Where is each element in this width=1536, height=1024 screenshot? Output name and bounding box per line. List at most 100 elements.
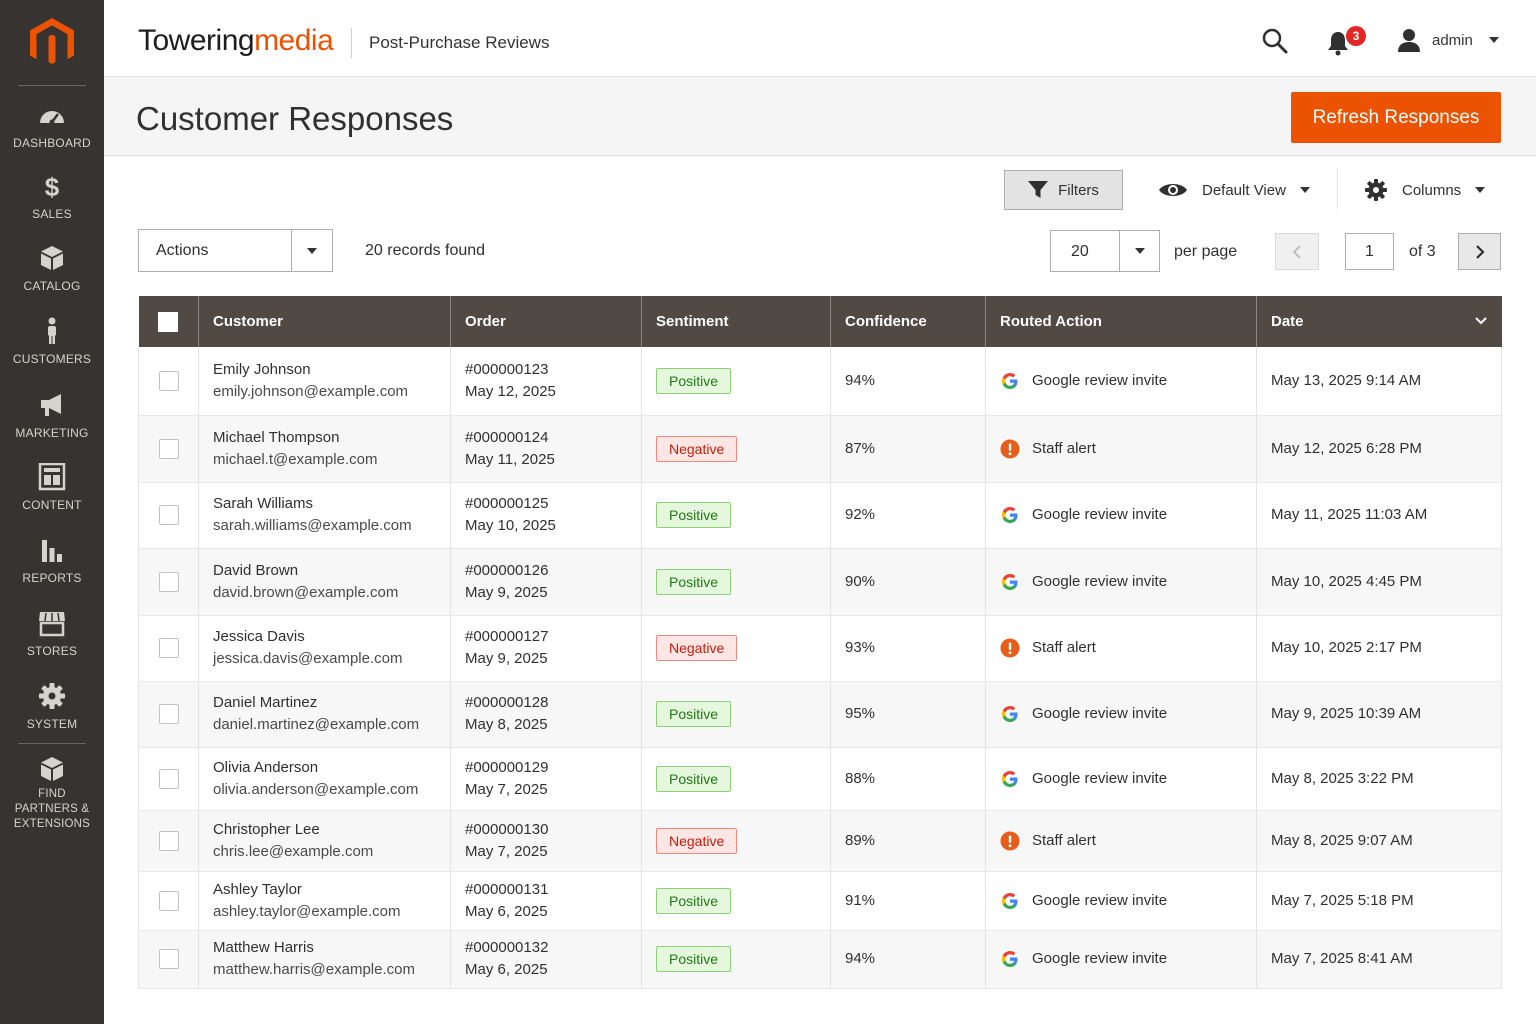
sidebar-item-sales[interactable]: $ SALES bbox=[0, 172, 104, 222]
order-cell: #000000128 May 8, 2025 bbox=[450, 681, 642, 748]
customer-cell: Ashley Taylor ashley.taylor@example.com bbox=[198, 871, 451, 931]
column-header-date[interactable]: Date bbox=[1256, 296, 1502, 347]
customer-email: ashley.taylor@example.com bbox=[213, 902, 401, 920]
row-checkbox[interactable] bbox=[158, 830, 179, 851]
per-page-dropdown[interactable]: 20 bbox=[1050, 230, 1160, 272]
view-selector[interactable]: Default View bbox=[1158, 175, 1310, 205]
refresh-responses-button[interactable]: Refresh Responses bbox=[1291, 92, 1501, 143]
order-number[interactable]: #000000124 bbox=[465, 428, 549, 446]
chevron-left-icon bbox=[1292, 244, 1301, 259]
sentiment-badge: Negative bbox=[656, 435, 738, 462]
next-page-button[interactable] bbox=[1458, 233, 1501, 270]
order-number[interactable]: #000000126 bbox=[465, 561, 549, 579]
magento-logo-icon[interactable] bbox=[26, 16, 78, 68]
customer-email: sarah.williams@example.com bbox=[213, 517, 412, 534]
sidebar-item-content[interactable]: CONTENT bbox=[0, 463, 104, 513]
row-checkbox[interactable] bbox=[158, 704, 179, 725]
order-cell: #000000130 May 7, 2025 bbox=[450, 810, 642, 872]
column-header-confidence[interactable]: Confidence bbox=[830, 296, 986, 347]
table-row[interactable]: Jessica Davis jessica.davis@example.com #0… bbox=[138, 615, 1502, 682]
sidebar-divider bbox=[18, 85, 86, 86]
previous-page-button[interactable] bbox=[1275, 233, 1319, 270]
confidence-cell: 94% bbox=[830, 347, 986, 416]
row-checkbox[interactable] bbox=[158, 949, 179, 970]
row-select-cell bbox=[138, 871, 199, 931]
customer-name: Ashley Taylor bbox=[213, 880, 302, 898]
search-icon[interactable] bbox=[1261, 27, 1289, 55]
column-header-order[interactable]: Order bbox=[450, 296, 642, 347]
sidebar-item-marketing[interactable]: MARKETING bbox=[0, 391, 104, 441]
columns-selector[interactable]: Columns bbox=[1364, 175, 1486, 205]
column-header-routed-action[interactable]: Routed Action bbox=[985, 296, 1257, 347]
sidebar-item-reports[interactable]: REPORTS bbox=[0, 536, 104, 586]
row-checkbox[interactable] bbox=[158, 505, 179, 526]
alert-icon bbox=[1000, 638, 1020, 658]
sidebar-item-system[interactable]: SYSTEM bbox=[0, 682, 104, 732]
notifications-button[interactable]: 3 bbox=[1326, 26, 1366, 58]
bell-icon bbox=[1328, 32, 1348, 56]
row-checkbox[interactable] bbox=[158, 571, 179, 592]
mass-actions-dropdown[interactable]: Actions bbox=[138, 229, 333, 272]
column-header-customer[interactable]: Customer bbox=[198, 296, 451, 347]
table-row[interactable]: Sarah Williams sarah.williams@example.com… bbox=[138, 482, 1502, 549]
order-number[interactable]: #000000129 bbox=[465, 758, 549, 776]
table-row[interactable]: Ashley Taylor ashley.taylor@example.com #0… bbox=[138, 871, 1502, 931]
row-select-cell bbox=[138, 810, 199, 872]
order-number[interactable]: #000000131 bbox=[465, 880, 549, 898]
order-number[interactable]: #000000130 bbox=[465, 820, 549, 838]
total-pages-label: of 3 bbox=[1409, 243, 1436, 260]
table-row[interactable]: Matthew Harris matthew.harris@example.com… bbox=[138, 930, 1502, 989]
row-checkbox[interactable] bbox=[158, 638, 179, 659]
select-all-checkbox[interactable] bbox=[158, 311, 179, 332]
chevron-down-icon bbox=[1134, 248, 1145, 254]
customer-cell: Michael Thompson michael.t@example.com bbox=[198, 415, 451, 483]
order-number[interactable]: #000000128 bbox=[465, 694, 549, 711]
order-number[interactable]: #000000127 bbox=[465, 628, 549, 645]
sidebar-item-label: SALES bbox=[32, 207, 72, 221]
order-date: May 6, 2025 bbox=[465, 902, 548, 920]
row-checkbox[interactable] bbox=[158, 370, 179, 391]
date-cell: May 12, 2025 6:28 PM bbox=[1256, 415, 1502, 483]
order-number[interactable]: #000000123 bbox=[465, 360, 549, 378]
order-number[interactable]: #000000132 bbox=[465, 939, 549, 956]
sidebar-item-label: REPORTS bbox=[22, 571, 82, 585]
records-count: 20 records found bbox=[365, 242, 486, 259]
box-icon bbox=[41, 246, 63, 270]
table-row[interactable]: Daniel Martinez daniel.martinez@example.c… bbox=[138, 681, 1502, 748]
row-checkbox[interactable] bbox=[158, 438, 179, 459]
order-cell: #000000126 May 9, 2025 bbox=[450, 548, 642, 616]
sidebar-item-label: DASHBOARD bbox=[13, 136, 91, 150]
filters-button[interactable]: Filters bbox=[1004, 170, 1123, 210]
sidebar-item-dashboard[interactable]: DASHBOARD bbox=[0, 101, 104, 151]
per-page-label: per page bbox=[1174, 243, 1238, 260]
sentiment-cell: Positive bbox=[641, 930, 831, 989]
table-row[interactable]: Christopher Lee chris.lee@example.com #000… bbox=[138, 810, 1502, 872]
routed-action-cell: Google review invite bbox=[985, 548, 1257, 616]
table-row[interactable]: David Brown david.brown@example.com #00000… bbox=[138, 548, 1502, 616]
column-header-sentiment[interactable]: Sentiment bbox=[641, 296, 831, 347]
customer-email: michael.t@example.com bbox=[213, 450, 378, 468]
sidebar-item-stores[interactable]: STORES bbox=[0, 609, 104, 659]
row-checkbox[interactable] bbox=[158, 768, 179, 789]
google-icon bbox=[1002, 507, 1018, 523]
customer-cell: Olivia Anderson olivia.anderson@example.c… bbox=[198, 747, 451, 811]
table-row[interactable]: Emily Johnson emily.johnson@example.com #0… bbox=[138, 347, 1502, 416]
notification-count-badge: 3 bbox=[1346, 26, 1366, 46]
order-date: May 7, 2025 bbox=[465, 780, 548, 798]
sidebar-item-catalog[interactable]: CATALOG bbox=[0, 244, 104, 294]
brand-logo[interactable]: Toweringmedia bbox=[138, 24, 334, 58]
dashboard-icon bbox=[40, 111, 64, 125]
sentiment-badge: Positive bbox=[656, 568, 732, 595]
order-number[interactable]: #000000125 bbox=[465, 495, 549, 512]
sidebar-item-customers[interactable]: CUSTOMERS bbox=[0, 317, 104, 367]
table-row[interactable]: Olivia Anderson olivia.anderson@example.c… bbox=[138, 747, 1502, 811]
sentiment-cell: Negative bbox=[641, 810, 831, 872]
sort-chevron-down-icon[interactable] bbox=[1474, 316, 1488, 326]
user-menu[interactable]: admin bbox=[1396, 26, 1499, 54]
table-row[interactable]: Michael Thompson michael.t@example.com #00… bbox=[138, 415, 1502, 483]
order-date: May 12, 2025 bbox=[465, 382, 556, 400]
row-checkbox[interactable] bbox=[158, 890, 179, 911]
sidebar-item-find-partners[interactable]: FIND PARTNERS & EXTENSIONS bbox=[0, 755, 104, 832]
google-icon bbox=[1002, 573, 1018, 590]
current-page-input[interactable] bbox=[1345, 233, 1394, 270]
